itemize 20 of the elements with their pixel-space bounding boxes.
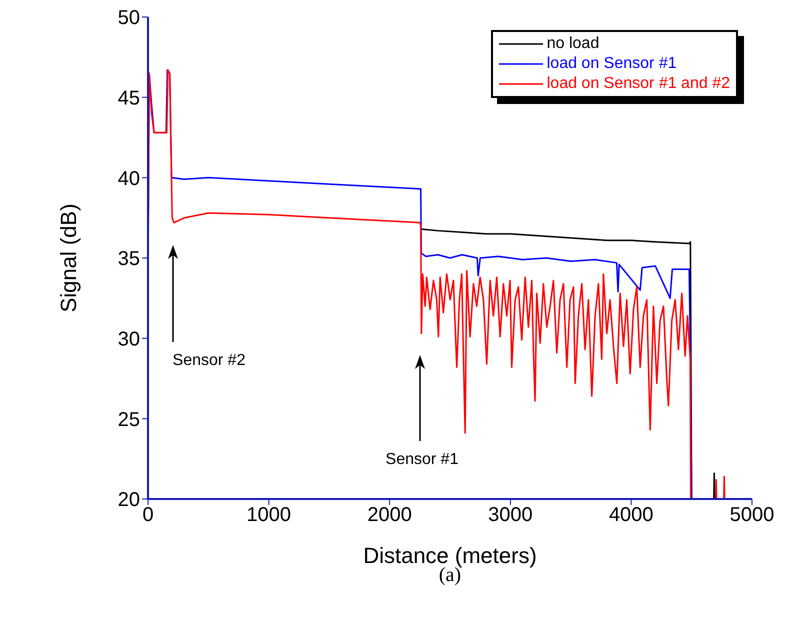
legend-label: load on Sensor #1 [546,55,677,73]
x-tick-label: 2000 [367,504,412,526]
y-tick-label: 25 [118,408,140,431]
y-tick-label: 30 [118,328,140,350]
y-axis-title: Signal (dB) [56,204,81,312]
y-tick-label: 45 [118,87,140,110]
x-tick-label: 4000 [608,504,654,526]
y-tick-label: 50 [118,7,140,30]
annotation: Sensor #1 [384,451,460,469]
x-tick-label: 1000 [246,504,292,526]
x-tick-label: 3000 [488,504,533,526]
y-tick-label: 35 [118,248,140,270]
y-tick-label: 20 [118,489,140,512]
x-tick-label: 5000 [730,504,774,526]
legend-label: load on Sensor #1 and #2 [546,75,730,93]
annotation: Sensor #2 [172,352,246,370]
y-tick-label: 40 [118,168,140,190]
x-axis-title: Distance (meters) [363,543,537,568]
x-tick-label: 0 [142,504,154,526]
legend-label: no load [546,35,600,53]
